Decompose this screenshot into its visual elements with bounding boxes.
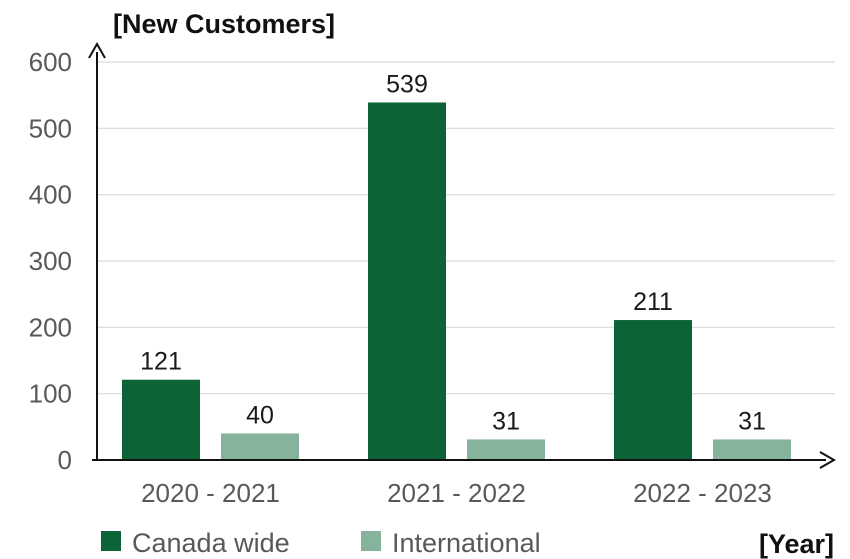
data-label: 31 — [738, 407, 766, 435]
legend: Canada wide International — [101, 528, 541, 558]
bar — [122, 379, 200, 460]
x-tick-labels: 2020 - 2021 2021 - 2022 2022 - 2023 — [141, 478, 772, 508]
data-label: 211 — [633, 288, 673, 316]
y-tick-label: 500 — [29, 113, 72, 143]
y-tick-label: 0 — [58, 445, 72, 475]
data-label: 539 — [386, 70, 428, 98]
legend-swatch — [361, 531, 381, 551]
y-tick-label: 100 — [29, 379, 72, 409]
legend-label: International — [392, 528, 541, 558]
x-tick-label: 2022 - 2023 — [633, 478, 772, 508]
x-axis-title: [Year] — [759, 529, 834, 559]
y-tick-label: 600 — [29, 47, 72, 77]
x-tick-label: 2020 - 2021 — [141, 478, 280, 508]
legend-label: Canada wide — [132, 528, 290, 558]
x-axis-arrow — [819, 451, 837, 469]
y-tick-label: 200 — [29, 312, 72, 342]
bar — [368, 102, 446, 461]
bar — [467, 439, 545, 460]
bar — [221, 433, 299, 460]
x-tick-label: 2021 - 2022 — [387, 478, 526, 508]
gridlines — [97, 61, 835, 395]
data-label: 31 — [492, 407, 520, 435]
y-tick-label: 400 — [29, 180, 72, 210]
y-tick-labels: 0 100 200 300 400 500 600 — [29, 47, 72, 475]
bar — [614, 320, 692, 460]
data-label: 121 — [140, 348, 182, 376]
bars — [122, 102, 791, 461]
data-labels: 121 40 539 31 211 31 — [140, 70, 766, 435]
y-tick-label: 300 — [29, 246, 72, 276]
legend-swatch — [101, 531, 121, 551]
y-axis-title: [New Customers] — [113, 9, 335, 39]
bar — [713, 439, 791, 460]
axes — [88, 41, 837, 469]
data-label: 40 — [246, 401, 274, 429]
y-axis-arrow — [88, 41, 106, 59]
